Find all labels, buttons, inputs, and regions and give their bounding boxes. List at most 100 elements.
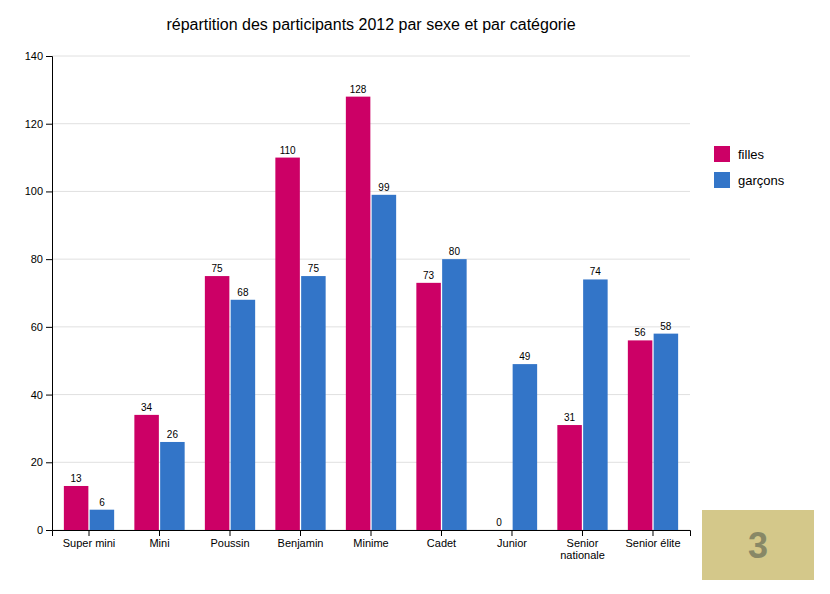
annotation: 3 (748, 525, 768, 566)
legend-label: garçons (738, 173, 785, 188)
data-label: 80 (449, 246, 461, 257)
x-tick-mark (89, 530, 90, 536)
x-tick-mark (441, 530, 442, 536)
y-tick: 120 (25, 118, 52, 130)
title: répartition des participants 2012 par se… (166, 16, 575, 33)
x-tick-label: Cadet (427, 537, 456, 549)
y-tick-label: 0 (37, 524, 43, 536)
x-tick-label: Mini (149, 537, 169, 549)
data-label: 73 (423, 270, 435, 281)
data-label: 99 (378, 182, 390, 193)
y-tick-label: 80 (31, 253, 43, 265)
data-label: 0 (496, 517, 502, 528)
data-label: 31 (564, 412, 576, 423)
y-tick-mark (46, 124, 52, 125)
x-tick: Senior élite (625, 530, 680, 549)
x-tick-label: Seniornationale (560, 537, 605, 562)
x-tick-mark (159, 530, 160, 536)
y-tick-label: 100 (25, 185, 43, 197)
bar (557, 425, 582, 530)
legend-label: filles (738, 147, 765, 162)
data-label: 75 (308, 263, 320, 274)
y-tick: 20 (31, 456, 52, 468)
bar (583, 279, 608, 530)
bar (628, 340, 653, 530)
grid-line (52, 259, 690, 260)
y-tick-mark (46, 56, 52, 57)
grid-line (52, 123, 690, 124)
bar (416, 283, 441, 530)
y-tick-mark (46, 530, 52, 531)
x-tick-mark (371, 530, 372, 536)
plot-area: 1334751101287303156626687599804974580204… (25, 50, 691, 561)
data-label: 13 (71, 473, 83, 484)
legend-swatch (714, 146, 730, 162)
x-tick-label: Poussin (210, 537, 249, 549)
bar (654, 334, 679, 530)
y-tick: 60 (31, 321, 52, 333)
x-tick: Seniornationale (560, 530, 605, 561)
x-tick-mark (582, 530, 583, 536)
legend-swatch (714, 172, 730, 188)
data-label: 26 (167, 429, 179, 440)
x-tick: Super mini (63, 530, 116, 549)
y-tick: 100 (25, 185, 52, 197)
x-tick: Cadet (427, 530, 456, 549)
y-tick-label: 60 (31, 321, 43, 333)
data-label: 74 (590, 266, 602, 277)
y-tick-mark (46, 191, 52, 192)
y-tick-label: 40 (31, 389, 43, 401)
bars (64, 97, 678, 530)
x-tick-label: Minime (353, 537, 388, 549)
bar (134, 415, 159, 530)
data-label: 58 (660, 321, 672, 332)
x-tick: Poussin (210, 530, 249, 549)
data-label: 75 (212, 263, 224, 274)
grid-line (52, 56, 690, 57)
bar (231, 300, 256, 530)
bar (487, 530, 512, 531)
legend-item: filles (714, 146, 765, 162)
x-tick-label: Benjamin (278, 537, 324, 549)
grid (52, 56, 690, 530)
x-tick: Junior (497, 530, 527, 549)
chart-container: 1334751101287303156626687599804974580204… (0, 0, 830, 594)
data-label: 110 (280, 145, 296, 156)
x-tick-mark (511, 530, 512, 536)
y-tick: 40 (31, 389, 52, 401)
x-tick: Benjamin (278, 530, 324, 549)
y-axis: 0 20 40 60 80 100 120 140 (25, 50, 53, 536)
y-tick-label: 120 (25, 118, 43, 130)
chart-svg: 1334751101287303156626687599804974580204… (0, 0, 830, 594)
data-label: 49 (519, 351, 531, 362)
bar (205, 276, 230, 530)
y-tick-label: 20 (31, 456, 43, 468)
bar (275, 158, 300, 530)
x-tick-mark (230, 530, 231, 536)
x-tick: Mini (149, 530, 169, 549)
legend-item: garçons (714, 172, 785, 188)
x-tick-label: Super mini (63, 537, 116, 549)
x-tick: Minime (353, 530, 388, 549)
x-tick-mark (300, 530, 301, 536)
logo: 3 (702, 510, 814, 580)
data-label: 128 (350, 84, 367, 95)
bar (90, 510, 115, 530)
y-axis-line (46, 57, 53, 531)
data-label: 34 (141, 402, 153, 413)
y-tick: 140 (25, 50, 52, 62)
y-tick: 80 (31, 253, 52, 265)
x-tick-label: Junior (497, 537, 527, 549)
bar (372, 195, 397, 530)
x-axis: Super mini Mini Poussin Benjamin Minime Cadet… (53, 530, 691, 561)
logo-box (702, 510, 814, 580)
bar (64, 486, 89, 530)
y-tick-mark (46, 327, 52, 328)
y-tick-mark (46, 462, 52, 463)
data-label: 56 (635, 327, 647, 338)
x-axis-line (53, 531, 691, 537)
y-tick-mark (46, 395, 52, 396)
bar (346, 97, 371, 530)
bar (301, 276, 326, 530)
y-tick-mark (46, 259, 52, 260)
